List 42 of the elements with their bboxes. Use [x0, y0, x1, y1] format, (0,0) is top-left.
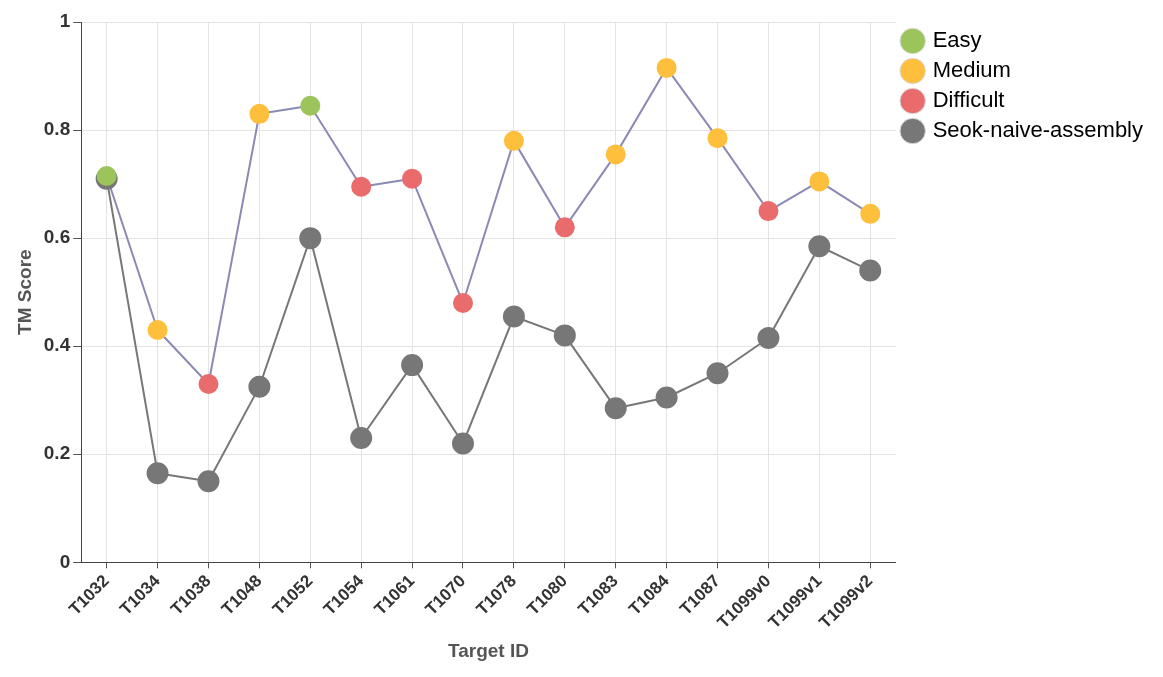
point	[860, 203, 881, 224]
point	[453, 292, 473, 313]
point	[351, 176, 372, 197]
legend-label: Difficult	[932, 87, 1005, 113]
point	[808, 235, 831, 258]
point	[706, 362, 729, 385]
point	[605, 144, 626, 165]
point	[198, 374, 219, 395]
y-axis-title: TM Score	[13, 249, 35, 335]
y-tick-label: 0.2	[43, 442, 71, 464]
point	[452, 432, 474, 455]
point	[146, 462, 169, 485]
point	[300, 95, 321, 116]
legend-label: Medium	[932, 57, 1011, 83]
legend-label: Seok-naive-assembly	[932, 117, 1143, 143]
point	[197, 470, 220, 493]
y-tick-label: 0	[59, 550, 71, 572]
point	[757, 327, 780, 350]
point	[299, 227, 322, 250]
y-tick-label: 0.8	[43, 118, 71, 140]
point	[656, 57, 677, 78]
point	[758, 201, 779, 222]
point	[401, 354, 424, 377]
point	[249, 103, 270, 124]
y-tick-label: 1	[59, 10, 71, 32]
point	[350, 427, 373, 450]
point	[402, 168, 423, 189]
legend-label: Easy	[932, 27, 982, 53]
point	[604, 397, 627, 420]
point	[809, 171, 830, 192]
point	[553, 324, 576, 347]
x-axis-title: Target ID	[447, 639, 529, 661]
y-tick-label: 0.6	[43, 226, 71, 248]
point	[502, 305, 525, 328]
point	[248, 375, 271, 398]
y-tick-label: 0.4	[43, 334, 71, 356]
point	[859, 259, 882, 282]
point	[147, 319, 168, 340]
point	[554, 217, 575, 238]
point	[655, 386, 678, 409]
point	[503, 130, 524, 151]
point	[707, 128, 728, 149]
